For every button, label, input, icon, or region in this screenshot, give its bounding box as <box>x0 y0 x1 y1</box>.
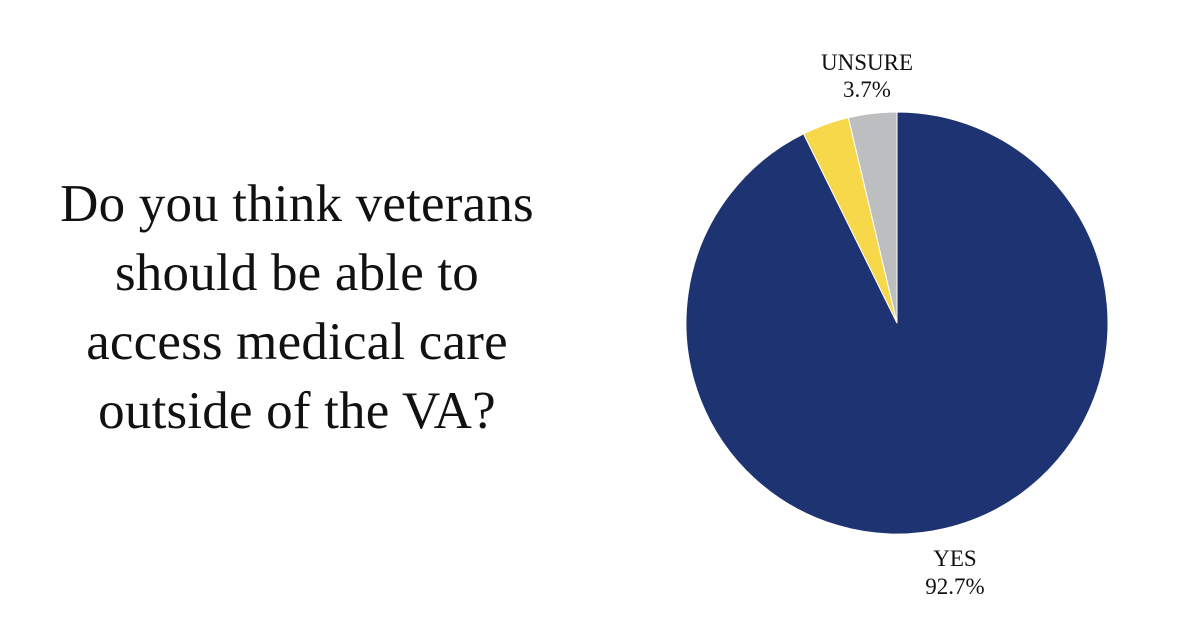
label-unsure-value: 3.7% <box>843 77 891 102</box>
pie-slice-unsure <box>847 111 898 324</box>
question-line-3: access medical care <box>86 313 508 371</box>
pie-slices <box>685 111 1109 535</box>
label-yes-name: YES <box>933 546 976 571</box>
label-yes-value: 92.7% <box>925 574 984 599</box>
pie-labels: UNSURE 3.7% YES 92.7% <box>821 50 985 599</box>
question-line-2: should be able to <box>114 244 480 302</box>
question-line-4: outside of the VA? <box>98 382 496 440</box>
question-line-1: Do you think veterans <box>60 175 534 233</box>
survey-question: Do you think veterans should be able to … <box>0 170 594 446</box>
label-unsure-name: UNSURE <box>821 50 913 75</box>
